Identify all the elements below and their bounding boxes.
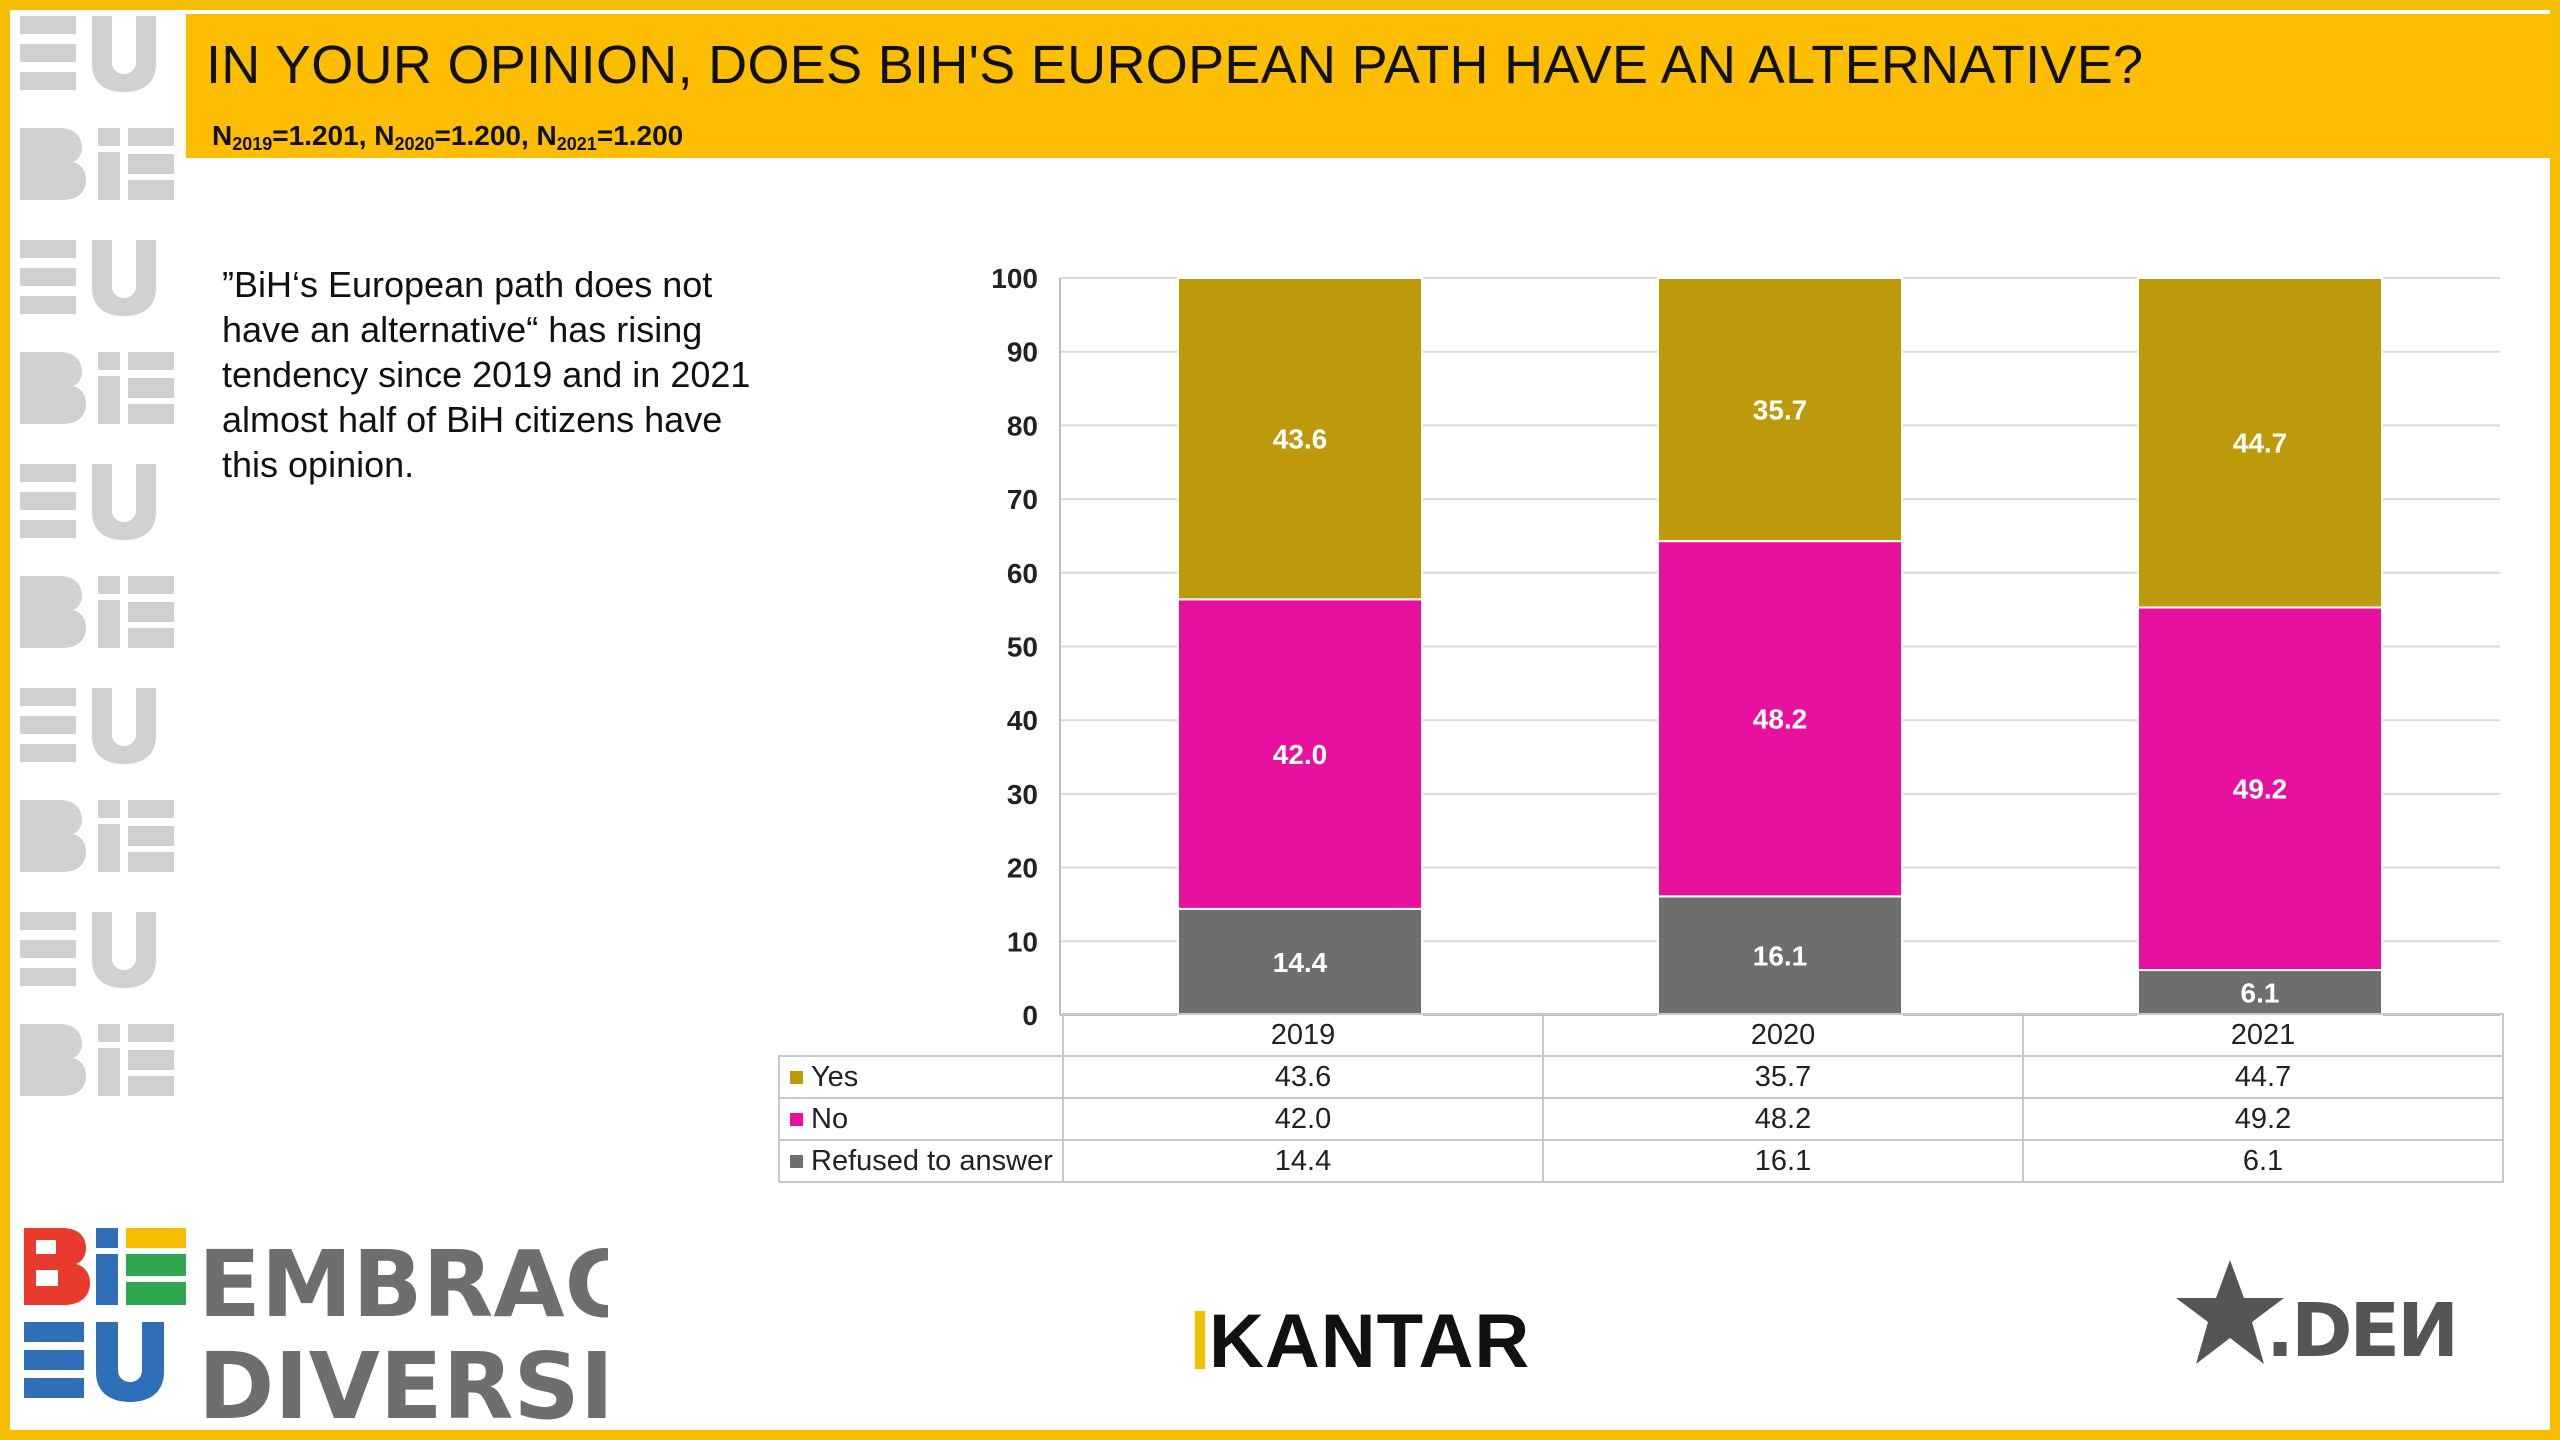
data-label: 14.4 (1273, 947, 1328, 978)
table-cell: 48.2 (1542, 1097, 2024, 1141)
embrace-diversity-logo: EMBRACE DIVERSITY (24, 1228, 608, 1432)
y-tick-label: 20 (1007, 853, 1038, 884)
commentary-text: ”BiH‘s European path does not have an al… (222, 264, 751, 485)
bar-no-2019 (1177, 598, 1423, 910)
bar-yes-2019 (1177, 277, 1423, 601)
header-bar: IN YOUR OPINION, DOES BIH'S EUROPEAN PAT… (186, 14, 2550, 158)
kantar-logo: KANTAR (1195, 1298, 1530, 1385)
y-tick-label: 50 (1007, 632, 1038, 663)
legend-swatch-icon (790, 1070, 803, 1084)
table-cell: 14.4 (1062, 1139, 1544, 1183)
x-tick-label: 2020 (1542, 1013, 2024, 1057)
bar-refused-to-answer-2020 (1657, 895, 1903, 1017)
y-tick-label: 100 (991, 263, 1038, 294)
bar-yes-2020 (1657, 277, 1903, 543)
data-label: 48.2 (1753, 704, 1808, 735)
diversity-text: DIVERSITY (198, 1333, 608, 1432)
table-cell: 49.2 (2022, 1097, 2504, 1141)
table-cell: 16.1 (1542, 1139, 2024, 1183)
sample-size-2021: N2021=1.200 (536, 120, 684, 154)
y-tick-label: 60 (1007, 558, 1038, 589)
data-label: 44.7 (2233, 428, 2288, 459)
legend-entry: No (778, 1097, 1064, 1141)
table-cell: 42.0 (1062, 1097, 1544, 1141)
legend-entry: Refused to answer (778, 1139, 1064, 1183)
star-icon (2176, 1260, 2284, 1364)
embrace-text: EMBRACE (198, 1231, 608, 1338)
table-row: Refused to answer 14.4 16.1 6.1 (778, 1139, 2504, 1183)
sample-size-separator: , (358, 120, 375, 151)
table-row: No 42.0 48.2 49.2 (778, 1097, 2504, 1141)
ceden-logo: .DEИ (2176, 1260, 2459, 1374)
legend-swatch-icon (790, 1154, 803, 1168)
sample-size-2020: N2020=1.200 (374, 120, 521, 154)
data-label: 49.2 (2233, 774, 2288, 805)
legend-entry: Yes (778, 1055, 1064, 1099)
sample-sizes: N2019=1.201, N2020=1.200, N2021=1.200 (212, 120, 683, 155)
data-label: 16.1 (1753, 941, 1808, 972)
bih-eu-color-icon (24, 1228, 186, 1402)
table-cell: 44.7 (2022, 1055, 2504, 1099)
y-tick-label: 90 (1007, 337, 1038, 368)
kantar-accent-icon (1195, 1311, 1205, 1369)
bar-refused-to-answer-2019 (1177, 907, 1423, 1017)
bar-yes-2021 (2137, 277, 2383, 609)
ceden-text: .DEИ (2266, 1288, 2456, 1374)
table-header-row: 2019 2020 2021 (779, 1013, 2504, 1057)
data-label: 6.1 (2241, 978, 2280, 1009)
side-pattern (18, 14, 178, 1214)
x-tick-label: 2021 (2022, 1013, 2504, 1057)
y-tick-label: 10 (1007, 926, 1038, 957)
kantar-text: KANTAR (1209, 1299, 1531, 1384)
bar-no-2021 (2137, 606, 2383, 972)
sample-size-2019: N2019=1.201 (212, 120, 359, 154)
y-tick-label: 70 (1007, 484, 1038, 515)
y-tick-label: 40 (1007, 705, 1038, 736)
data-label: 42.0 (1273, 739, 1328, 770)
table-cell: 35.7 (1542, 1055, 2024, 1099)
table-corner (779, 1014, 1064, 1056)
x-tick-label: 2019 (1062, 1013, 1544, 1057)
chart-data-table: 2019 2020 2021 Yes 43.6 35.7 44.7 No 42.0 48.2 49.… (778, 1013, 2504, 1183)
y-tick-label: 80 (1007, 410, 1038, 441)
y-tick-label: 30 (1007, 779, 1038, 810)
legend-swatch-icon (790, 1112, 803, 1126)
table-row: Yes 43.6 35.7 44.7 (778, 1055, 2504, 1099)
table-cell: 43.6 (1062, 1055, 1544, 1099)
sample-size-separator: , (520, 120, 537, 151)
table-cell: 6.1 (2022, 1139, 2504, 1183)
data-label: 35.7 (1753, 395, 1808, 426)
bih-eu-pattern-icon (20, 16, 174, 1096)
bar-no-2020 (1657, 540, 1903, 898)
page-title: IN YOUR OPINION, DOES BIH'S EUROPEAN PAT… (206, 35, 2144, 95)
data-label: 43.6 (1273, 424, 1328, 455)
